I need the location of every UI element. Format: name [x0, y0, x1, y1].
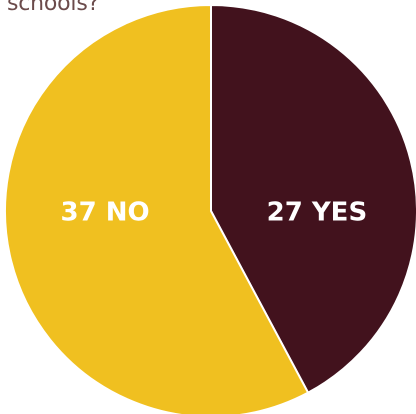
pie-labels: 27 YES 37 NO — [61, 198, 368, 228]
slice-label-no: 37 NO — [61, 198, 150, 228]
pie-slice-no — [4, 3, 310, 414]
pie-slice-yes — [210, 3, 416, 395]
chart-title-fragment: schools? — [7, 0, 100, 16]
slice-label-yes: 27 YES — [267, 198, 368, 228]
pie-slices — [4, 3, 416, 414]
